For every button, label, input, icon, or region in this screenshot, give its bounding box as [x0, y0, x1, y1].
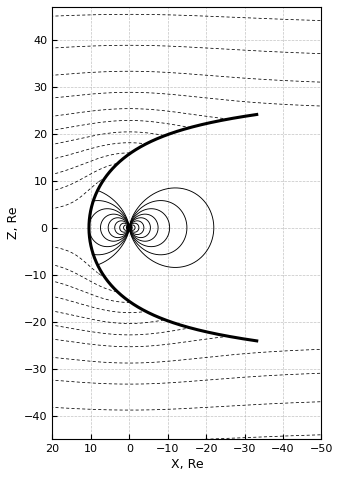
Circle shape [126, 224, 132, 231]
Y-axis label: Z, Re: Z, Re [7, 207, 20, 239]
X-axis label: X, Re: X, Re [171, 458, 203, 471]
